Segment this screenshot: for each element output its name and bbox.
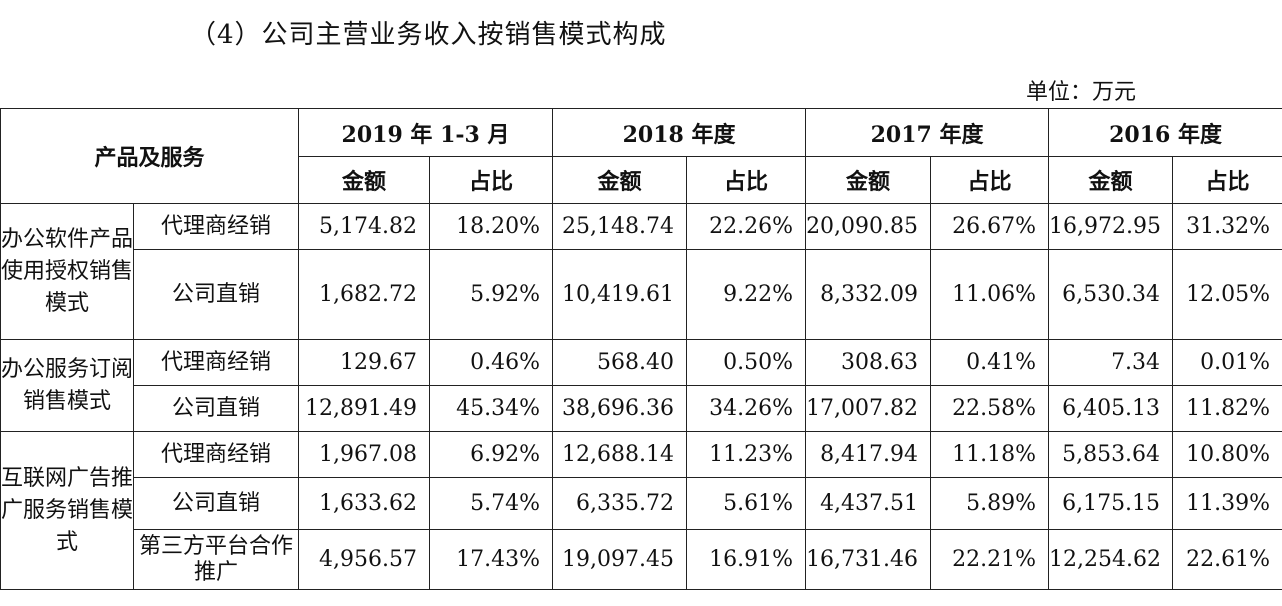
value-cell: 568.40: [552, 339, 688, 386]
table-row: 办公软件产品使用授权销售模式 代理商经销 5,174.82 18.20% 25,…: [0, 203, 1282, 340]
value-cell: 45.34%: [429, 385, 554, 432]
value-cell: 308.63: [805, 339, 932, 386]
table-row: 互联网广告推广服务销售模式 代理商经销 1,967.08 6.92% 12,68…: [0, 431, 1282, 590]
value-cell: 12.05%: [1172, 249, 1282, 340]
header-ratio: 占比: [1172, 156, 1282, 204]
value-cell: 4,437.51: [805, 477, 932, 530]
value-cell: 11.06%: [930, 249, 1050, 340]
value-cell: 10.80%: [1172, 431, 1282, 478]
header-period: 2018 年度: [552, 108, 807, 157]
header-amount: 金额: [552, 156, 688, 204]
header-amount: 金额: [1048, 156, 1174, 204]
value-cell: 16,972.95: [1048, 203, 1174, 250]
value-cell: 18.20%: [429, 203, 554, 250]
value-cell: 129.67: [298, 339, 431, 386]
value-cell: 20,090.85: [805, 203, 932, 250]
value-cell: 25,148.74: [552, 203, 688, 250]
channel-cell: 公司直销: [132, 385, 300, 432]
header-ratio: 占比: [686, 156, 807, 204]
value-cell: 8,417.94: [805, 431, 932, 478]
value-cell: 6,405.13: [1048, 385, 1174, 432]
header-ratio: 占比: [429, 156, 554, 204]
header-ratio: 占比: [930, 156, 1050, 204]
channel-cell: 代理商经销: [132, 431, 300, 478]
header-amount: 金额: [298, 156, 431, 204]
channel-cell: 第三方平台合作推广: [132, 529, 300, 590]
value-cell: 12,688.14: [552, 431, 688, 478]
value-cell: 7.34: [1048, 339, 1174, 386]
category-cell: 办公软件产品使用授权销售模式: [0, 203, 134, 340]
value-cell: 22.61%: [1172, 529, 1282, 590]
channel-cell: 代理商经销: [132, 203, 300, 250]
table-title: （4）公司主营业务收入按销售模式构成: [190, 20, 667, 50]
value-cell: 4,956.57: [298, 529, 431, 590]
value-cell: 22.26%: [686, 203, 807, 250]
table-row: 公司直销 12,891.49 45.34% 38,696.36 34.26% 1…: [1, 385, 1282, 432]
value-cell: 5.92%: [429, 249, 554, 340]
value-cell: 17.43%: [429, 529, 554, 590]
table-row: 办公服务订阅销售模式 代理商经销 129.67 0.46% 568.40 0.5…: [0, 339, 1282, 432]
value-cell: 0.41%: [930, 339, 1050, 386]
table-row: 第三方平台合作推广 4,956.57 17.43% 19,097.45 16.9…: [1, 529, 1282, 590]
value-cell: 11.18%: [930, 431, 1050, 478]
value-cell: 1,633.62: [298, 477, 431, 530]
category-cell: 互联网广告推广服务销售模式: [0, 431, 134, 590]
value-cell: 11.23%: [686, 431, 807, 478]
value-cell: 16.91%: [686, 529, 807, 590]
value-cell: 5.61%: [686, 477, 807, 530]
value-cell: 5.89%: [930, 477, 1050, 530]
value-cell: 6,530.34: [1048, 249, 1174, 340]
channel-cell: 公司直销: [132, 477, 300, 530]
header-product: 产品及服务: [0, 108, 300, 204]
header-period: 2016 年度: [1048, 108, 1282, 157]
value-cell: 5.74%: [429, 477, 554, 530]
value-cell: 22.21%: [930, 529, 1050, 590]
value-cell: 6,175.15: [1048, 477, 1174, 530]
category-cell: 办公服务订阅销售模式: [0, 339, 134, 432]
value-cell: 34.26%: [686, 385, 807, 432]
value-cell: 1,682.72: [298, 249, 431, 340]
value-cell: 0.01%: [1172, 339, 1282, 386]
value-cell: 5,174.82: [298, 203, 431, 250]
value-cell: 17,007.82: [805, 385, 932, 432]
value-cell: 12,254.62: [1048, 529, 1174, 590]
value-cell: 16,731.46: [805, 529, 932, 590]
channel-cell: 代理商经销: [132, 339, 300, 386]
value-cell: 11.39%: [1172, 477, 1282, 530]
value-cell: 11.82%: [1172, 385, 1282, 432]
value-cell: 6.92%: [429, 431, 554, 478]
value-cell: 1,967.08: [298, 431, 431, 478]
value-cell: 26.67%: [930, 203, 1050, 250]
value-cell: 12,891.49: [298, 385, 431, 432]
value-cell: 9.22%: [686, 249, 807, 340]
value-cell: 0.46%: [429, 339, 554, 386]
value-cell: 6,335.72: [552, 477, 688, 530]
channel-cell: 公司直销: [132, 249, 300, 340]
table-row: 公司直销 1,682.72 5.92% 10,419.61 9.22% 8,33…: [1, 249, 1282, 340]
value-cell: 19,097.45: [552, 529, 688, 590]
revenue-table: 产品及服务 2019 年 1-3 月 2018 年度 2017 年度 2016 …: [0, 108, 1282, 590]
value-cell: 5,853.64: [1048, 431, 1174, 478]
value-cell: 22.58%: [930, 385, 1050, 432]
value-cell: 8,332.09: [805, 249, 932, 340]
value-cell: 31.32%: [1172, 203, 1282, 250]
header-amount: 金额: [805, 156, 932, 204]
value-cell: 10,419.61: [552, 249, 688, 340]
header-period: 2017 年度: [805, 108, 1050, 157]
table-row: 公司直销 1,633.62 5.74% 6,335.72 5.61% 4,437…: [1, 477, 1282, 530]
header-period: 2019 年 1-3 月: [298, 108, 554, 157]
unit-label: 单位：万元: [1026, 80, 1137, 105]
value-cell: 0.50%: [686, 339, 807, 386]
value-cell: 38,696.36: [552, 385, 688, 432]
